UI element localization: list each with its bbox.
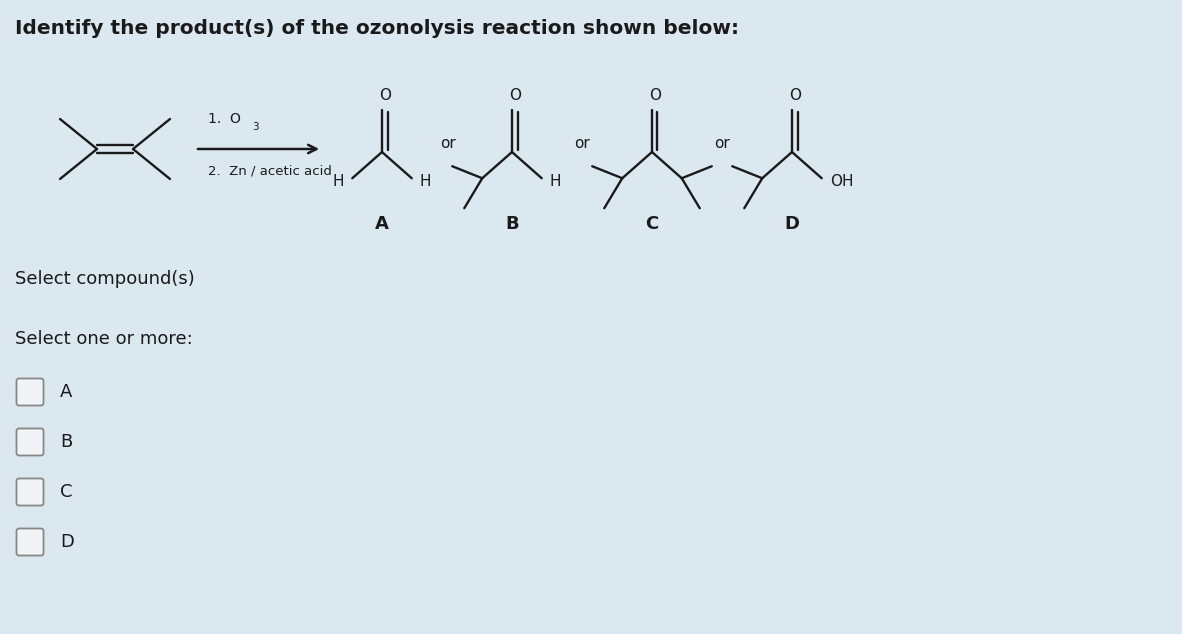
Text: C: C bbox=[645, 215, 658, 233]
Text: or: or bbox=[714, 136, 729, 152]
Text: Select one or more:: Select one or more: bbox=[15, 330, 193, 348]
Text: A: A bbox=[60, 383, 72, 401]
Text: H: H bbox=[550, 174, 561, 189]
Text: O: O bbox=[790, 88, 801, 103]
Text: H: H bbox=[333, 174, 344, 189]
Text: O: O bbox=[379, 88, 391, 103]
Text: D: D bbox=[785, 215, 799, 233]
Text: 1.  O: 1. O bbox=[208, 112, 241, 126]
Text: A: A bbox=[375, 215, 389, 233]
Text: Identify the product(s) of the ozonolysis reaction shown below:: Identify the product(s) of the ozonolysi… bbox=[15, 19, 739, 38]
Text: B: B bbox=[60, 433, 72, 451]
Text: 3: 3 bbox=[252, 122, 259, 132]
FancyBboxPatch shape bbox=[17, 429, 44, 455]
Text: OH: OH bbox=[830, 174, 853, 189]
FancyBboxPatch shape bbox=[17, 479, 44, 505]
Text: D: D bbox=[60, 533, 73, 551]
Text: B: B bbox=[505, 215, 519, 233]
Text: O: O bbox=[649, 88, 661, 103]
Text: H: H bbox=[420, 174, 431, 189]
Text: O: O bbox=[509, 88, 521, 103]
Text: or: or bbox=[440, 136, 456, 152]
FancyBboxPatch shape bbox=[17, 378, 44, 406]
Text: Select compound(s): Select compound(s) bbox=[15, 270, 195, 288]
FancyBboxPatch shape bbox=[17, 529, 44, 555]
Text: 2.  Zn / acetic acid: 2. Zn / acetic acid bbox=[208, 164, 332, 177]
Text: or: or bbox=[574, 136, 590, 152]
Text: C: C bbox=[60, 483, 72, 501]
